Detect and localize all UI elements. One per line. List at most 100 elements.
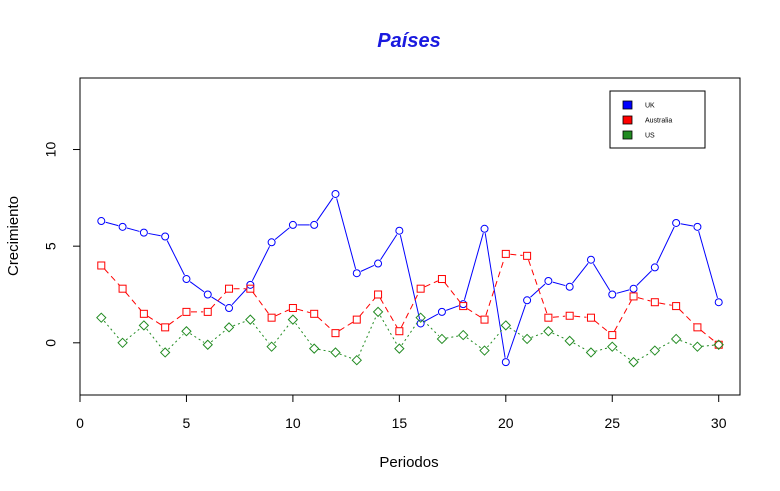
data-point	[480, 224, 489, 233]
series-line-segment	[698, 231, 718, 299]
series-line-segment	[659, 302, 672, 306]
data-point	[543, 326, 554, 337]
legend-swatch-uk	[622, 100, 633, 110]
series-line-segment	[233, 320, 247, 327]
series-line-segment	[680, 223, 694, 227]
data-point	[565, 311, 574, 320]
series-line-segment	[360, 264, 375, 272]
data-point	[203, 307, 212, 316]
data-point	[374, 290, 383, 299]
data-point	[267, 238, 276, 247]
data-point	[310, 309, 319, 318]
data-point	[479, 345, 490, 356]
series-layer	[96, 189, 724, 368]
data-point	[607, 341, 618, 352]
series-line-segment	[379, 298, 398, 328]
series-line-segment	[105, 221, 119, 227]
data-point	[565, 282, 574, 291]
data-point	[352, 315, 361, 324]
data-point	[459, 302, 468, 311]
series-line-segment	[252, 292, 270, 315]
data-point	[181, 326, 192, 337]
data-point	[118, 284, 127, 293]
data-point	[139, 228, 148, 237]
series-line-segment	[700, 329, 716, 343]
series-line-segment	[189, 333, 205, 343]
series-line-segment	[701, 344, 715, 347]
x-tick-label: 10	[285, 415, 301, 431]
y-tick-label: 0	[43, 339, 59, 347]
series-line-segment	[148, 232, 161, 237]
data-point	[118, 222, 127, 231]
series-line-segment	[297, 308, 310, 314]
data-point	[714, 298, 723, 307]
data-point	[225, 304, 234, 313]
data-point	[331, 329, 340, 338]
series-line-segment	[125, 327, 141, 341]
legend-label-us: US	[645, 133, 655, 140]
data-point	[650, 263, 659, 272]
series-line-segment	[166, 240, 185, 276]
series-line-segment	[487, 328, 504, 348]
data-point	[714, 340, 723, 349]
x-tick-label: 20	[498, 415, 514, 431]
series-line-segment	[678, 308, 695, 325]
series-line-segment	[103, 268, 120, 286]
data-point	[692, 341, 703, 352]
data-point	[586, 313, 595, 322]
data-point	[223, 322, 235, 333]
data-point	[416, 319, 425, 328]
series-line-segment	[380, 234, 398, 261]
series-line-segment	[595, 347, 609, 352]
data-point	[608, 290, 617, 299]
data-point	[96, 312, 107, 323]
data-point	[138, 320, 150, 331]
series-line-segment	[445, 305, 460, 311]
data-point	[500, 320, 512, 331]
data-point	[480, 315, 489, 324]
series-line-segment	[211, 296, 226, 307]
data-point	[416, 284, 425, 293]
series-line-segment	[552, 315, 566, 318]
legend-swatch-us	[622, 130, 633, 140]
x-axis: 0 5 10 15 20 25 30	[76, 394, 727, 431]
series-line-segment	[252, 322, 270, 344]
series-line-segment	[656, 226, 675, 264]
series-line-segment	[616, 289, 630, 294]
data-point	[713, 339, 724, 350]
y-tick-label: 10	[43, 142, 59, 158]
series-line-segment	[251, 246, 271, 282]
y-tick-label: 5	[43, 242, 59, 250]
series-line-segment	[189, 281, 205, 293]
data-point	[161, 323, 170, 332]
series-line-segment	[379, 315, 398, 345]
x-axis-label: Periodos	[379, 454, 438, 471]
data-point	[394, 343, 405, 354]
series-line-segment	[446, 335, 459, 339]
x-tick-label: 15	[392, 415, 408, 431]
series-line-segment	[574, 315, 587, 318]
data-point	[351, 355, 362, 366]
series-line-segment	[146, 328, 163, 350]
legend: UK Australia US	[609, 90, 706, 149]
data-point	[459, 300, 468, 309]
series-line-segment	[658, 340, 673, 349]
data-point	[693, 323, 702, 332]
data-point	[288, 220, 297, 229]
series-line-segment	[444, 282, 461, 303]
series-line-segment	[613, 300, 632, 332]
data-point	[331, 189, 340, 198]
series-line-segment	[316, 197, 334, 222]
series-line-segment	[528, 259, 548, 314]
data-point	[225, 284, 234, 293]
data-point	[415, 312, 426, 323]
series-line-segment	[359, 297, 376, 317]
data-point	[437, 275, 446, 284]
series-line-segment	[210, 329, 226, 343]
data-point	[395, 327, 404, 336]
series-line-segment	[210, 291, 227, 309]
data-point	[608, 331, 617, 340]
data-point	[458, 329, 469, 341]
data-point	[564, 335, 575, 347]
